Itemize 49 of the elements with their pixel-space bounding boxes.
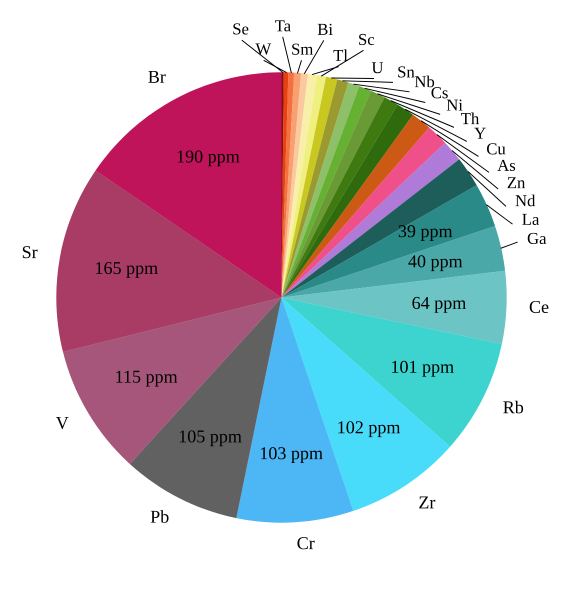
slice-label: Ni — [446, 100, 463, 111]
slice-label: Ga — [528, 232, 546, 244]
data-label: 105 ppm — [180, 430, 242, 446]
slice-label: Sm — [292, 44, 314, 55]
data-label: 103 ppm — [260, 447, 323, 464]
slice-label: Cs — [431, 87, 448, 98]
slice-label: U — [372, 62, 384, 74]
slice-label: Br — [148, 70, 166, 83]
slice-label: Sn — [398, 66, 415, 78]
pie-slice — [282, 159, 477, 298]
slice-label: Bi — [318, 24, 333, 35]
slice-label: W — [255, 44, 272, 55]
data-label: 102 ppm — [338, 421, 400, 438]
data-label: 101 ppm — [392, 360, 454, 377]
pie-slice — [282, 185, 496, 298]
slice-label: Nb — [414, 76, 434, 88]
pie-slice — [96, 72, 282, 298]
slice-label: V — [56, 416, 69, 430]
slice-label: Tl — [333, 49, 348, 61]
data-label: 115 ppm — [116, 370, 178, 386]
data-label: 64 ppm — [412, 296, 466, 313]
pie-slice — [56, 170, 282, 352]
slice-label: As — [497, 160, 516, 171]
pie-slice — [282, 79, 348, 298]
data-label: 39 ppm — [398, 225, 452, 241]
slice-label: La — [522, 214, 540, 225]
data-label: 165 ppm — [96, 262, 158, 278]
slice-label: Th — [461, 112, 480, 124]
slice-label: Ta — [274, 20, 291, 32]
slice-label: Pb — [150, 510, 169, 523]
slice-label: Y — [474, 128, 486, 139]
pie-slice — [282, 72, 302, 298]
slice-label: Zr — [419, 496, 436, 508]
slice-label: Se — [233, 23, 248, 35]
pie-slice — [282, 226, 506, 298]
slice-label: Cr — [297, 537, 315, 550]
slice-label: Ce — [530, 300, 548, 314]
slice-label: Zn — [508, 177, 526, 188]
pie-slice — [282, 74, 318, 298]
pie-slice — [282, 270, 507, 344]
slice-label: Sc — [359, 34, 374, 46]
slice-label: Cu — [486, 143, 506, 154]
slice-label: Nd — [515, 194, 536, 206]
pie-slice — [282, 76, 338, 298]
data-label: 190 ppm — [178, 150, 240, 166]
slice-label: Sr — [22, 246, 38, 258]
pie-slice — [282, 298, 502, 447]
slice-label: Rb — [503, 400, 524, 414]
data-label: 40 ppm — [408, 255, 462, 272]
